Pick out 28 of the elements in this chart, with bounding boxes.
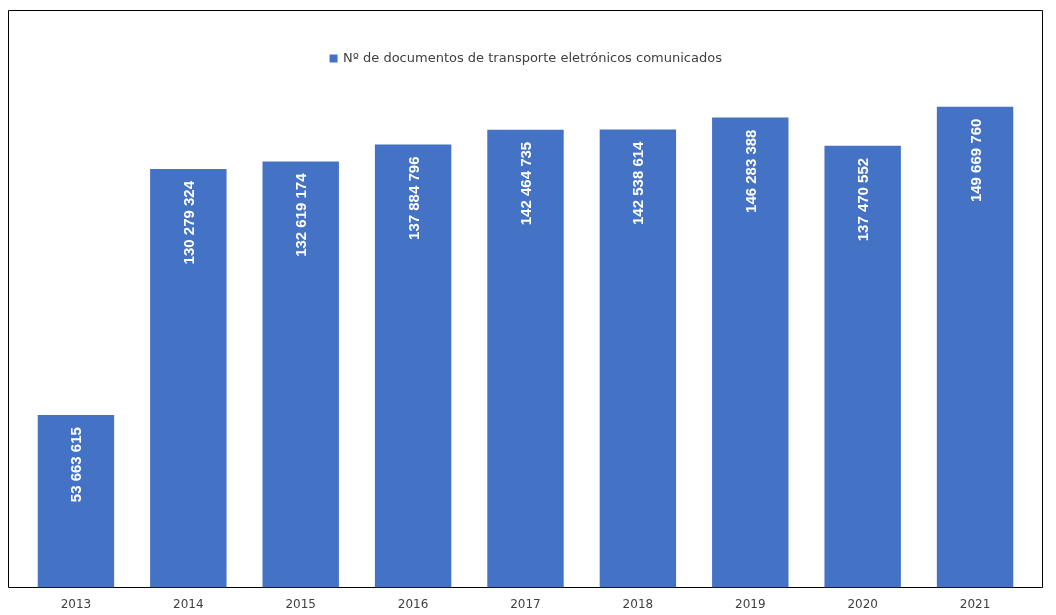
bar — [712, 117, 789, 588]
bar — [37, 415, 115, 588]
bar — [599, 129, 677, 588]
bar — [262, 161, 339, 588]
data-label: 132 619 174 — [292, 172, 310, 257]
data-label: 137 470 552 — [854, 157, 872, 242]
x-tick-label: 2016 — [397, 596, 429, 611]
bar — [150, 168, 227, 588]
data-label: 146 283 388 — [741, 129, 759, 213]
bar — [374, 144, 452, 588]
bar — [824, 145, 901, 588]
x-tick-label: 2014 — [173, 596, 204, 611]
x-tick-label: 2019 — [735, 596, 766, 611]
x-tick-label: 2013 — [60, 596, 92, 611]
bar — [487, 129, 564, 588]
x-tick-label: 2015 — [285, 596, 316, 611]
bar — [936, 106, 1014, 588]
x-tick-label: 2017 — [510, 596, 541, 611]
x-tick-label: 2021 — [959, 596, 991, 611]
data-label: 142 464 735 — [517, 141, 534, 226]
x-tick-label: 2020 — [847, 596, 878, 611]
data-label: 142 538 614 — [629, 140, 647, 225]
data-label: 130 279 324 — [179, 180, 197, 265]
x-tick-label: 2018 — [622, 596, 654, 611]
legend-label: Nº de documentos de transporte eletrónicos comunicados — [343, 50, 722, 65]
data-label: 53 663 615 — [67, 427, 85, 503]
data-label: 137 884 796 — [404, 156, 422, 240]
data-label: 149 669 760 — [966, 118, 984, 203]
